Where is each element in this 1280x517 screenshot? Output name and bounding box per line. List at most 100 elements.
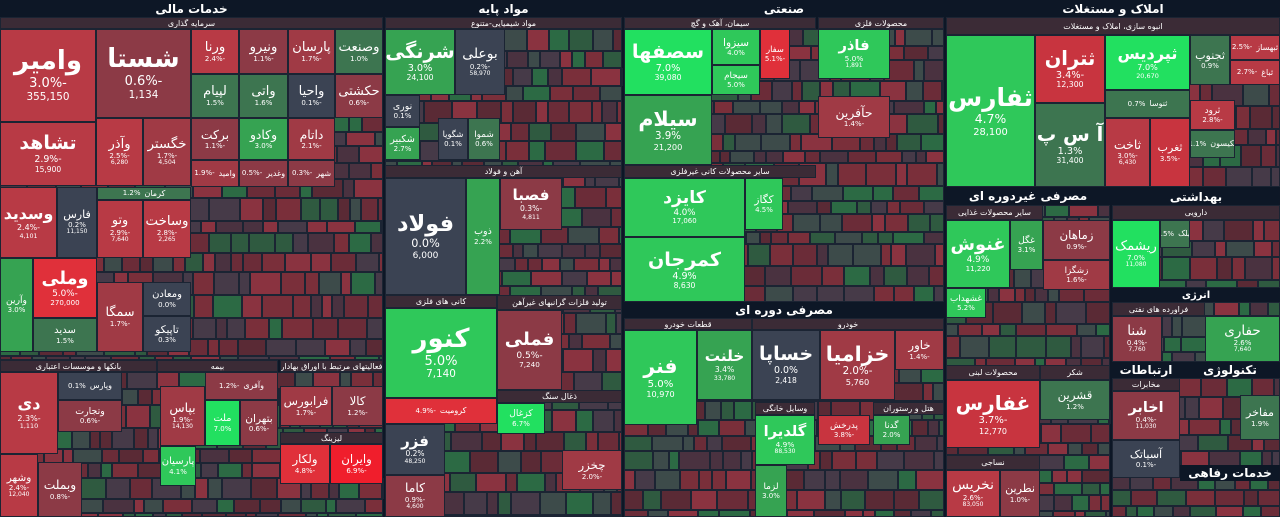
filler-cell [506,473,517,492]
filler-cell [529,123,551,141]
filler-cell [350,339,366,356]
stock-tile: سدید 1.5% [33,318,97,352]
filler-cell [1104,336,1110,358]
group-name: قطعات خودرو [664,319,712,329]
stock-name: وسدید [3,204,54,224]
filler-cell [874,286,894,302]
filler-cell [344,295,368,318]
filler-cell [1237,280,1258,288]
stock-name: بوعلی [462,45,498,62]
sector-name: تکنولوژی [1203,363,1257,377]
group-header: وسایل خانگی [755,402,815,415]
filler-cell [1252,167,1271,187]
filler-cell [208,478,222,499]
filler-cell [366,339,383,356]
stock-name: سدید [54,325,76,337]
filler-cell [1241,145,1261,167]
stock-change: -1.9% [194,169,215,178]
group-header: فراورده های نفتی [1112,302,1205,316]
filler-cell [266,339,296,356]
group-name: انبوه سازی، املاک و مستغلات [1063,21,1163,31]
filler-cell [193,272,214,295]
filler-cell [766,114,782,134]
stock-tile: آ س پ 1.3% 31,400 [1035,103,1105,187]
filler-cell [293,295,311,318]
filler-cell [648,510,668,517]
stock-name: وپارس [89,381,112,391]
filler-cell [1239,302,1250,316]
stock-volume: 270,000 [50,298,80,308]
filler-cell [835,232,862,244]
filler-cell [355,221,381,233]
filler-cell [112,428,134,449]
stock-tile: سیجام 5.0% [712,65,760,95]
stock-change: -0.5% [516,351,543,362]
stock-tile: ثفارس 4.7% 28,100 [946,35,1035,187]
filler-cell [379,356,383,360]
stock-change: -1.7% [109,320,131,329]
filler-cell [231,253,243,272]
filler-cell [793,286,817,302]
stock-change: -3.4% [1055,70,1085,82]
filler-cell [1258,280,1280,288]
stock-change: 4.0% [727,49,745,58]
filler-cell [817,286,844,302]
stock-name: ورنا [204,39,226,55]
filler-cell [1000,324,1016,336]
stock-name: وآرین [6,294,27,306]
filler-cell [378,198,383,221]
filler-cell [1189,419,1220,435]
filler-cell [1172,316,1182,337]
stock-name: وشهر [6,471,32,484]
stock-name: کنور [412,323,470,354]
filler-cell [88,463,101,478]
filler-cell [924,101,936,114]
filler-cell [1054,495,1072,511]
filler-cell [810,232,835,244]
stock-change: 5.0% [727,81,745,90]
filler-cell [531,271,562,286]
filler-cell [842,214,872,232]
stock-name: دیلک [1178,229,1190,239]
filler-cell [1061,424,1091,443]
filler-cell [611,271,622,286]
filler-cell [202,513,226,517]
filler-cell [538,244,562,258]
filler-cell [251,478,277,499]
filler-cell [576,123,605,141]
stock-change: 4.1% [169,467,187,476]
stock-change: 1.1% [1190,139,1207,148]
filler-cell [765,266,791,286]
filler-cell [126,405,150,428]
filler-cell [103,499,134,513]
filler-cell [585,244,600,258]
group-name: محصولات فلزی [854,18,908,28]
filler-cell [528,51,540,68]
stock-name: قشرین [1057,388,1093,403]
filler-cell [1084,288,1110,302]
group-name: بیمه [210,361,225,371]
filler-cell [605,123,622,141]
filler-cell [871,201,887,214]
stock-tile: کرمان 1.2% [97,187,191,200]
stock-change: 0.1% [393,112,412,121]
filler-cell [611,492,622,515]
stock-volume: 20,670 [1136,71,1159,80]
stock-name: سفار [766,44,784,55]
stock-change: -5.1% [764,54,786,63]
filler-cell [891,244,906,266]
group-header: لیزینگ [280,432,383,444]
stock-name: غگل [1018,234,1035,246]
filler-cell [661,490,691,510]
stock-name: کرمان [144,188,166,198]
filler-cell [1269,83,1280,106]
filler-cell [1091,424,1110,443]
filler-cell [451,432,482,451]
stock-name: خگستر [147,136,187,152]
filler-cell [886,134,897,151]
filler-cell [586,432,598,451]
stock-name: ثبهساز [1256,42,1279,52]
stock-name: ثپردیس [1117,43,1178,63]
filler-cell [772,81,792,101]
